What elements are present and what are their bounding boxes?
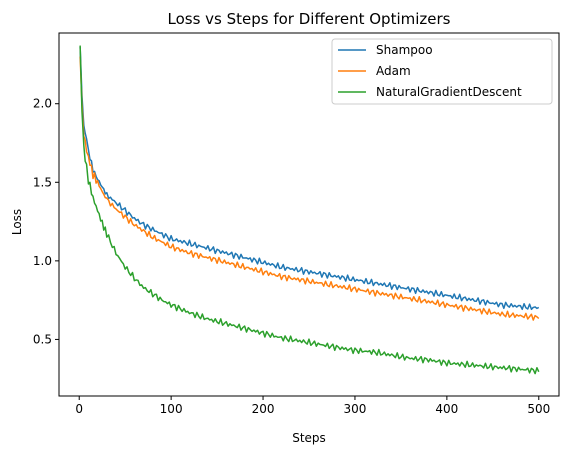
y-tick-label: 1.5 bbox=[33, 175, 52, 189]
x-axis-label: Steps bbox=[292, 431, 326, 445]
legend-box bbox=[331, 38, 553, 105]
x-tick-label: 300 bbox=[344, 402, 367, 416]
chart-title: Loss vs Steps for Different Optimizers bbox=[167, 10, 450, 28]
series-line-adam bbox=[79, 56, 540, 321]
y-tick-label: 0.5 bbox=[33, 332, 52, 346]
series-line-shampoo bbox=[79, 47, 540, 311]
legend: Shampoo Adam NaturalGradientDescent bbox=[331, 38, 553, 105]
x-tick-label: 200 bbox=[252, 402, 275, 416]
legend-label-shampoo: Shampoo bbox=[376, 43, 433, 57]
y-axis-label: Loss bbox=[10, 209, 24, 235]
x-tick-label: 0 bbox=[75, 402, 83, 416]
axes-layer: 0 100 200 300 400 500 0.5 1.0 1.5 2.0 bbox=[33, 97, 550, 416]
y-tick-label: 1.0 bbox=[33, 254, 52, 268]
plot-frame bbox=[58, 32, 560, 397]
y-tick-label: 2.0 bbox=[33, 97, 52, 111]
legend-label-naturalgradientdescent: NaturalGradientDescent bbox=[376, 85, 522, 99]
x-tick-label: 400 bbox=[435, 402, 458, 416]
series-line-naturalgradientdescent bbox=[79, 45, 540, 375]
legend-label-adam: Adam bbox=[376, 64, 411, 78]
x-tick-label: 500 bbox=[527, 402, 550, 416]
series-layer bbox=[79, 45, 540, 375]
x-tick-label: 100 bbox=[160, 402, 183, 416]
